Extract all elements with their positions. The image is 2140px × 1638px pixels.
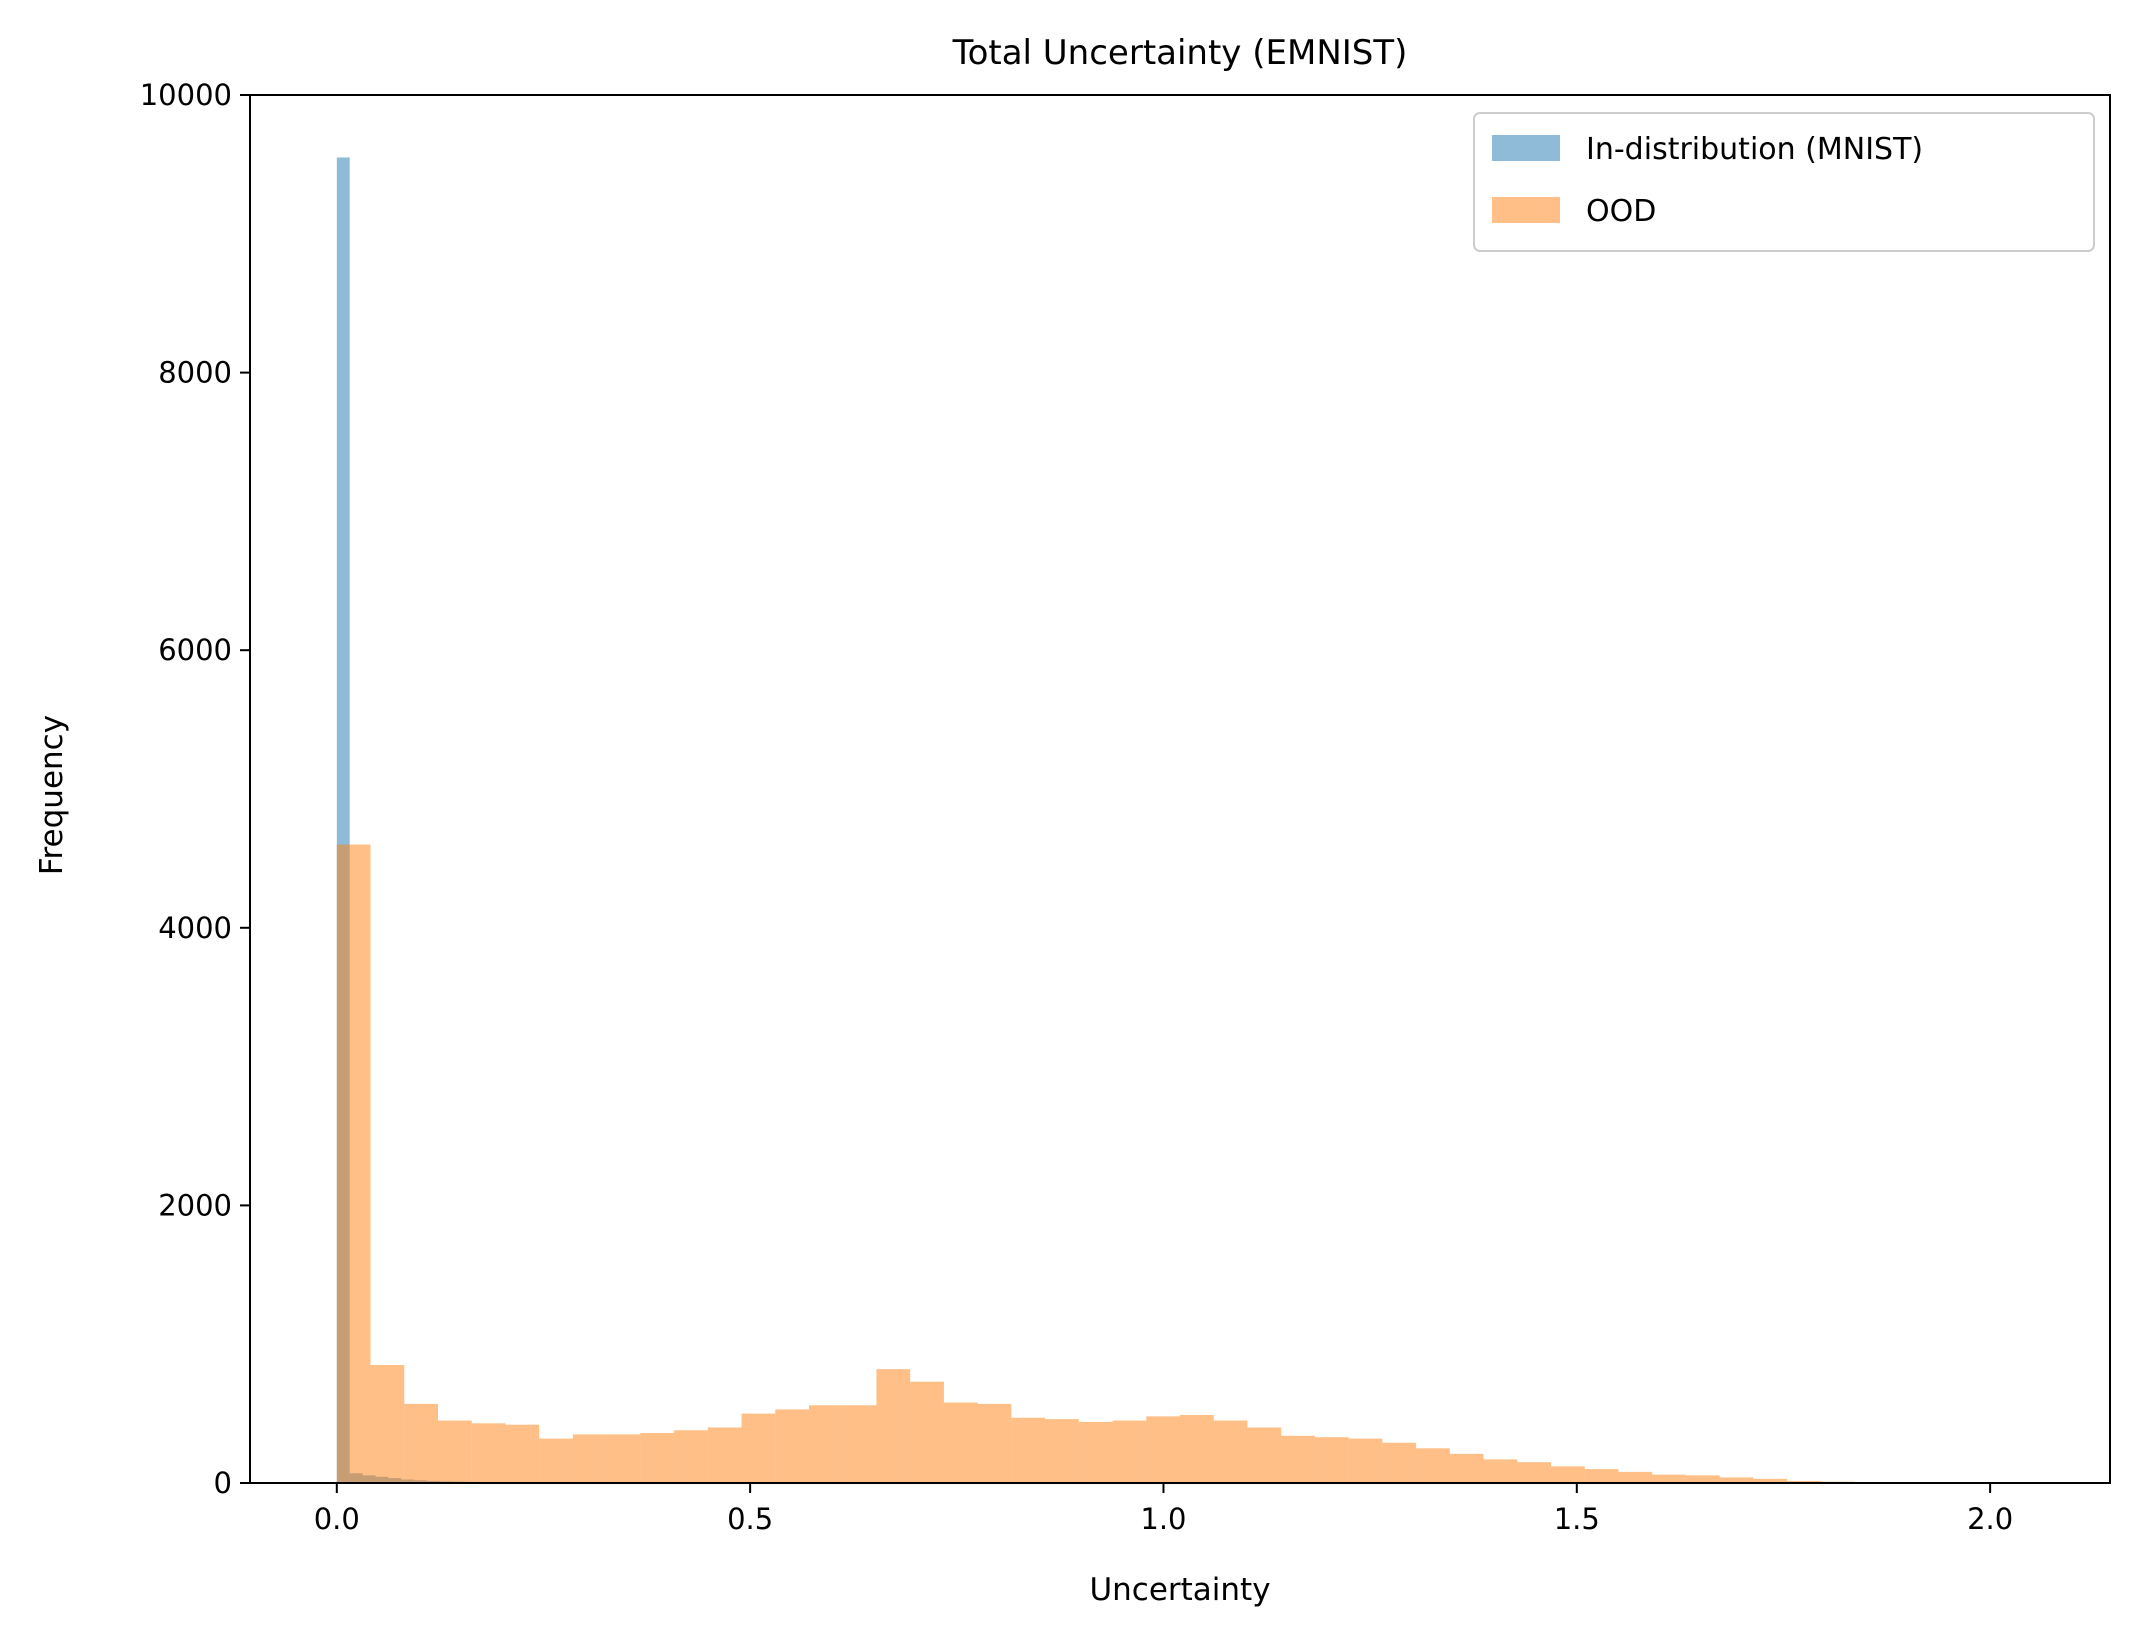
bar-ood-15 [842, 1405, 877, 1483]
x-tick-label: 1.5 [1554, 1502, 1600, 1536]
bar-ood-6 [539, 1438, 573, 1483]
bar-ood-37 [1584, 1469, 1619, 1483]
bar-ood-11 [707, 1427, 742, 1483]
bar-ood-19 [977, 1403, 1012, 1483]
legend: In-distribution (MNIST) OOD [1473, 112, 2095, 252]
x-axis-label: Uncertainty [1089, 1572, 1270, 1608]
x-tick-label: 1.0 [1140, 1502, 1186, 1536]
bar-ood-18 [943, 1402, 978, 1483]
bar-ood-5 [505, 1424, 540, 1483]
bar-ood-41 [1719, 1477, 1754, 1483]
bar-ood-27 [1247, 1427, 1282, 1483]
bar-ood-2 [404, 1403, 438, 1483]
bar-ood-4 [471, 1423, 506, 1483]
y-tick-label: 4000 [158, 911, 232, 945]
bar-ood-21 [1045, 1419, 1079, 1483]
bar-ood-7 [572, 1434, 607, 1483]
bar-ood-3 [437, 1420, 472, 1483]
bars-layer [336, 157, 2024, 1484]
x-tick-label: 2.0 [1967, 1502, 2013, 1536]
y-tick-label: 8000 [158, 356, 232, 390]
bar-ood-42 [1753, 1478, 1788, 1483]
bar-ood-25 [1180, 1414, 1214, 1483]
bar-ood-33 [1449, 1453, 1484, 1483]
bar-ood-12 [741, 1413, 776, 1483]
x-tick-label: 0.5 [727, 1502, 773, 1536]
bar-ood-16 [876, 1369, 911, 1483]
bar-ood-38 [1618, 1471, 1653, 1483]
bar-ood-1 [370, 1365, 405, 1483]
bar-ood-40 [1685, 1475, 1720, 1483]
bar-ood-9 [640, 1433, 675, 1483]
bar-ood-39 [1652, 1474, 1686, 1483]
y-axis-label: Frequency [34, 715, 70, 875]
legend-swatch [1492, 135, 1560, 161]
plot-frame [249, 94, 2111, 1484]
bar-ood-43 [1787, 1480, 1821, 1483]
x-tick-label: 0.0 [314, 1502, 360, 1536]
bar-ood-23 [1112, 1420, 1147, 1483]
legend-swatch [1492, 197, 1560, 223]
bar-ood-20 [1011, 1417, 1046, 1483]
bar-ood-32 [1416, 1448, 1450, 1483]
legend-label: In-distribution (MNIST) [1586, 132, 1923, 167]
bar-ood-34 [1483, 1459, 1518, 1483]
bar-ood-14 [808, 1405, 843, 1483]
bar-ood-13 [775, 1409, 809, 1483]
y-tick-label: 0 [214, 1466, 232, 1500]
bar-ood-26 [1213, 1420, 1248, 1483]
bar-ood-24 [1146, 1416, 1180, 1483]
bar-ood-29 [1314, 1437, 1349, 1483]
legend-box [1473, 112, 2095, 252]
bar-ood-28 [1281, 1435, 1315, 1483]
bar-ood-36 [1551, 1466, 1585, 1483]
axes-layer: 0.0 0.5 1.0 1.5 2.0 0 2000 4000 6000 8000 10000 [140, 78, 2111, 1536]
bar-ood-0 [336, 844, 371, 1483]
y-tick-label: 10000 [140, 78, 232, 112]
bar-ood-17 [910, 1381, 944, 1483]
bar-ood-8 [606, 1434, 641, 1483]
bar-ood-30 [1348, 1438, 1383, 1483]
bar-ood-35 [1517, 1462, 1552, 1483]
bar-ood-31 [1382, 1442, 1417, 1483]
y-tick-label: 6000 [158, 633, 232, 667]
bar-ood-22 [1078, 1421, 1113, 1483]
legend-label: OOD [1586, 194, 1656, 229]
y-tick-label: 2000 [158, 1188, 232, 1222]
bar-ood-10 [674, 1430, 708, 1483]
chart-title: Total Uncertainty (EMNIST) [952, 33, 1408, 73]
